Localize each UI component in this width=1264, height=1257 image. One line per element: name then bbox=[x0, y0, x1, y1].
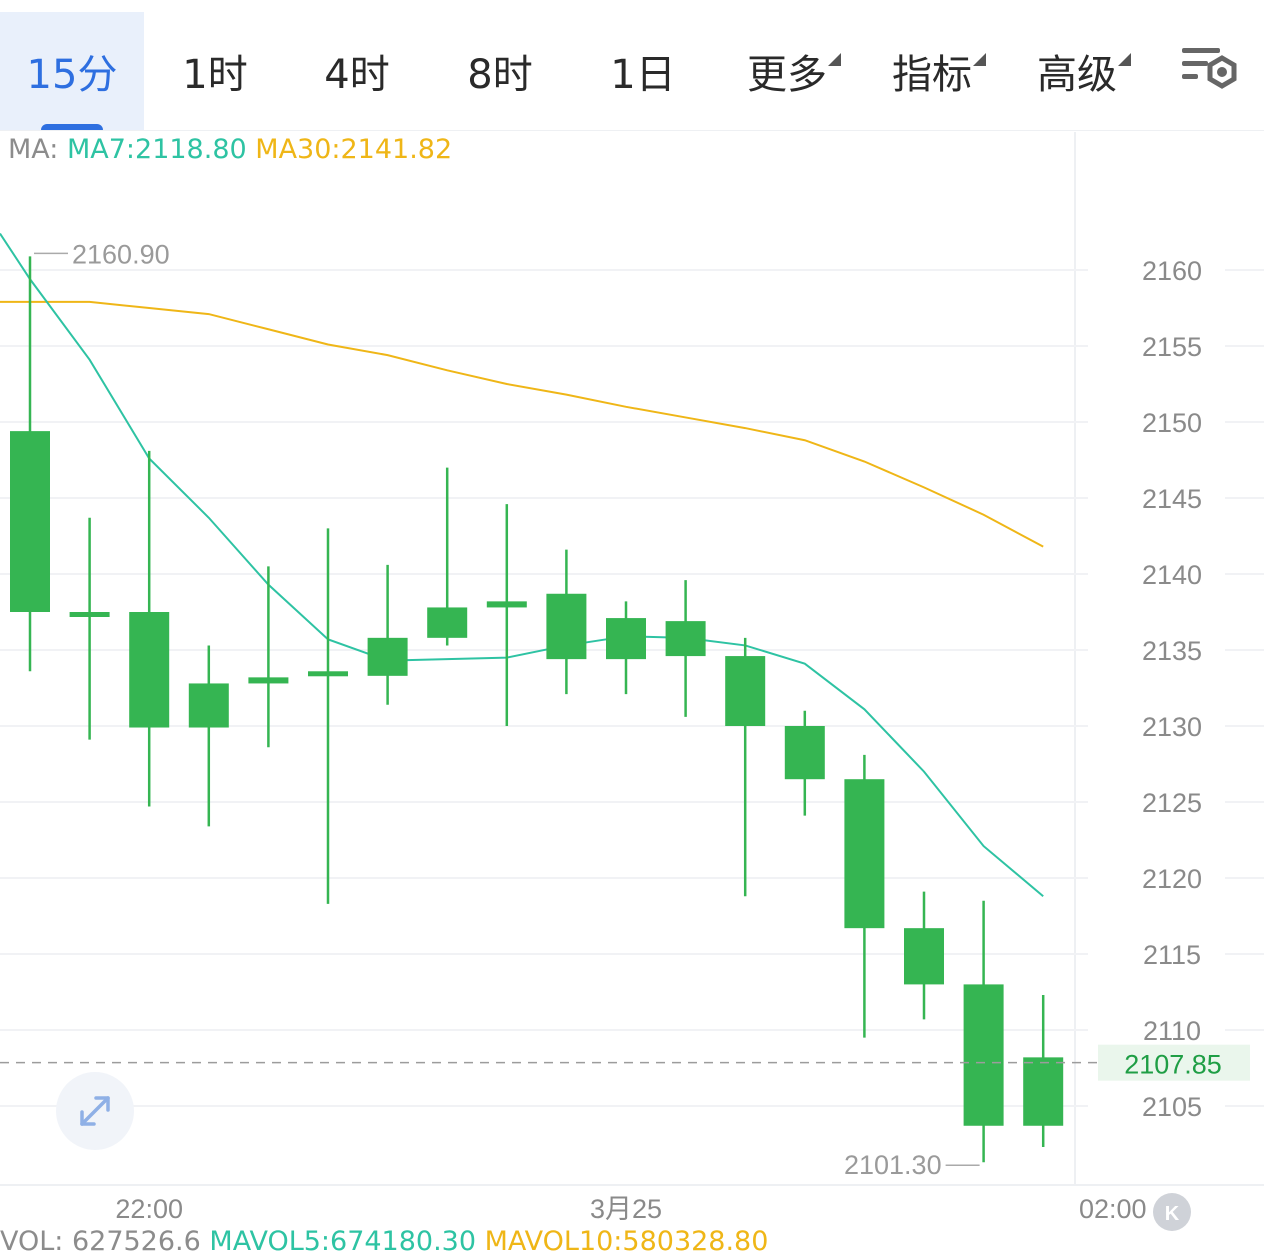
tab-label: 高级 bbox=[1037, 42, 1131, 100]
candle bbox=[904, 891, 944, 1020]
tab-2[interactable]: 4时 bbox=[286, 12, 428, 130]
candle bbox=[188, 645, 229, 827]
last-price-tag bbox=[1098, 1044, 1250, 1081]
dropdown-caret-icon bbox=[973, 53, 986, 66]
candle-body bbox=[904, 928, 944, 985]
candle bbox=[844, 754, 885, 1038]
candle-body bbox=[844, 779, 885, 929]
ma30-value: MA30:2141.82 bbox=[255, 134, 453, 165]
high-marker-label: 2160.90 bbox=[72, 239, 170, 269]
expand-diagonal-icon bbox=[80, 1096, 110, 1126]
tab-label: 指标 bbox=[892, 42, 986, 100]
tab-3[interactable]: 8时 bbox=[428, 12, 572, 130]
y-tick-label: 2160 bbox=[1142, 256, 1202, 286]
y-tick-label: 2140 bbox=[1142, 560, 1202, 590]
candle-body bbox=[486, 601, 527, 608]
x-tick-label: 3月25 bbox=[590, 1194, 662, 1224]
candle bbox=[725, 637, 766, 897]
timeframe-tab-bar: 15分 1时 4时 8时 1日 更多 指标 高级 bbox=[0, 0, 1264, 131]
tab-label: 8时 bbox=[467, 52, 533, 98]
k-badge-label: K bbox=[1165, 1203, 1180, 1225]
candle-body bbox=[546, 593, 587, 660]
candle bbox=[665, 580, 706, 717]
active-tab-indicator bbox=[41, 124, 103, 130]
candle bbox=[69, 517, 110, 740]
tab-4[interactable]: 1日 bbox=[572, 12, 714, 130]
x-tick-label: 22:00 bbox=[115, 1194, 183, 1224]
y-tick-label: 2135 bbox=[1142, 636, 1202, 666]
y-tick-label: 2110 bbox=[1143, 1016, 1201, 1046]
y-tick-label: 2105 bbox=[1142, 1092, 1202, 1122]
y-tick-label: 2120 bbox=[1142, 864, 1202, 894]
tab-5[interactable]: 更多 bbox=[714, 12, 860, 130]
candle bbox=[10, 256, 50, 672]
tab-label: 1日 bbox=[610, 52, 676, 98]
candle-body bbox=[1023, 1057, 1064, 1126]
candle-body bbox=[725, 656, 766, 726]
candle-body bbox=[784, 726, 825, 780]
candle bbox=[427, 467, 468, 646]
candle bbox=[248, 566, 289, 748]
candle-body bbox=[69, 612, 110, 617]
tab-7[interactable]: 高级 bbox=[1004, 12, 1150, 130]
candle-body bbox=[129, 612, 170, 728]
low-marker-label: 2101.30 bbox=[844, 1150, 942, 1180]
tab-label: 4时 bbox=[324, 52, 390, 98]
ma30-line bbox=[0, 300, 1044, 548]
tab-6[interactable]: 指标 bbox=[860, 12, 1004, 130]
candle bbox=[129, 450, 170, 807]
candle-body bbox=[367, 637, 408, 676]
candle bbox=[606, 601, 646, 695]
expand-chart-button[interactable] bbox=[56, 1072, 134, 1150]
ma7-line bbox=[0, 232, 1044, 898]
candle-body bbox=[308, 671, 348, 677]
candle bbox=[546, 549, 587, 695]
y-tick-label: 2155 bbox=[1142, 332, 1202, 362]
y-tick-label: 2130 bbox=[1142, 712, 1202, 742]
tab-label: 更多 bbox=[747, 42, 841, 100]
dropdown-caret-icon bbox=[828, 53, 841, 66]
ma7-value: MA7:2118.80 bbox=[66, 134, 247, 165]
ma-legend-label: MA: bbox=[8, 134, 59, 165]
tab-label: 1时 bbox=[182, 52, 248, 98]
last-price-label: 2107.85 bbox=[1124, 1050, 1222, 1080]
k-badge-icon bbox=[1153, 1193, 1191, 1231]
dropdown-caret-icon bbox=[1118, 53, 1131, 66]
candle-body bbox=[606, 618, 646, 660]
ma-legend: MA: MA7:2118.80 MA30:2141.82 bbox=[8, 134, 452, 165]
candle bbox=[308, 528, 348, 904]
candle-body bbox=[188, 683, 229, 728]
chart-settings-icon bbox=[1182, 48, 1237, 89]
y-tick-label: 2115 bbox=[1143, 940, 1201, 970]
y-tick-label: 2145 bbox=[1142, 484, 1202, 514]
candle bbox=[1023, 995, 1064, 1148]
candle bbox=[963, 900, 1004, 1163]
tab-0[interactable]: 15分 bbox=[0, 12, 144, 130]
y-tick-label: 2125 bbox=[1142, 788, 1202, 818]
candle-body bbox=[10, 431, 50, 612]
chart-settings-button[interactable] bbox=[1180, 44, 1242, 98]
candle-body bbox=[427, 607, 468, 638]
candle bbox=[784, 710, 825, 816]
candle bbox=[486, 504, 527, 726]
tab-1[interactable]: 1时 bbox=[144, 12, 286, 130]
candle-body bbox=[963, 984, 1004, 1126]
candle bbox=[367, 564, 408, 705]
y-tick-label: 2150 bbox=[1142, 408, 1202, 438]
x-tick-label: 02:00 bbox=[1079, 1194, 1147, 1224]
candle-body bbox=[248, 677, 289, 684]
tab-label: 15分 bbox=[26, 52, 118, 98]
candle-body bbox=[665, 621, 706, 657]
